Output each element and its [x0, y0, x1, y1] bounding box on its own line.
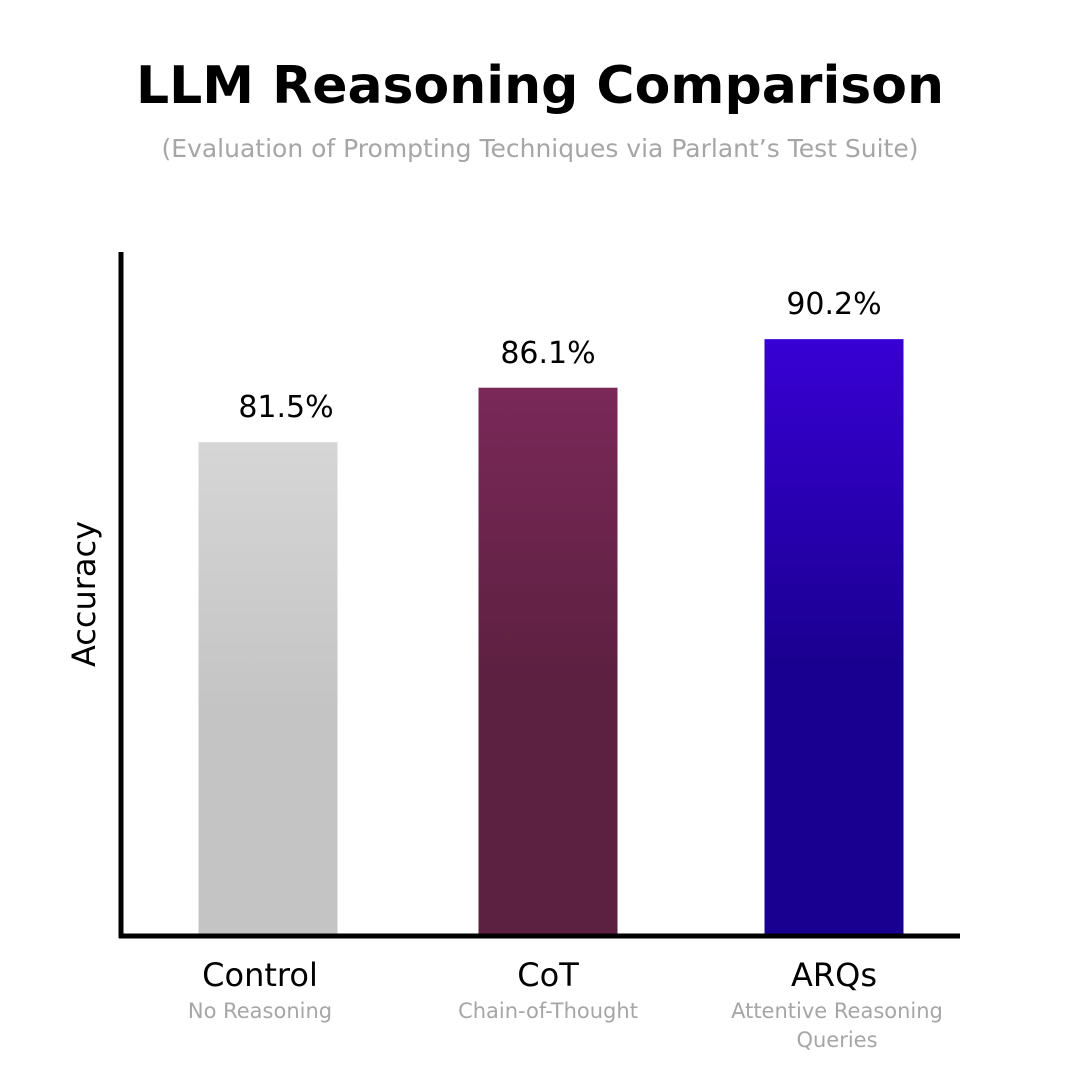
- bar-control: [198, 442, 338, 934]
- category-description-arqs: Attentive Reasoning Queries: [731, 999, 943, 1052]
- chart-title: LLM Reasoning Comparison: [136, 56, 944, 116]
- category-description-cot: Chain-of-Thought: [458, 999, 638, 1023]
- category-description-control: No Reasoning: [187, 999, 333, 1023]
- value-label-arqs: 90.2%: [786, 287, 882, 323]
- value-label-cot: 86.1%: [500, 335, 596, 371]
- value-label-control: 81.5%: [238, 390, 334, 426]
- category-label-control: Control: [202, 956, 318, 994]
- category-label-cot: CoT: [517, 956, 579, 994]
- chart-subtitle: (Evaluation of Prompting Techniques via …: [161, 134, 919, 163]
- bar-arqs: [764, 339, 904, 934]
- bar-cot: [478, 387, 618, 935]
- category-label-arqs: ARQs: [791, 956, 877, 994]
